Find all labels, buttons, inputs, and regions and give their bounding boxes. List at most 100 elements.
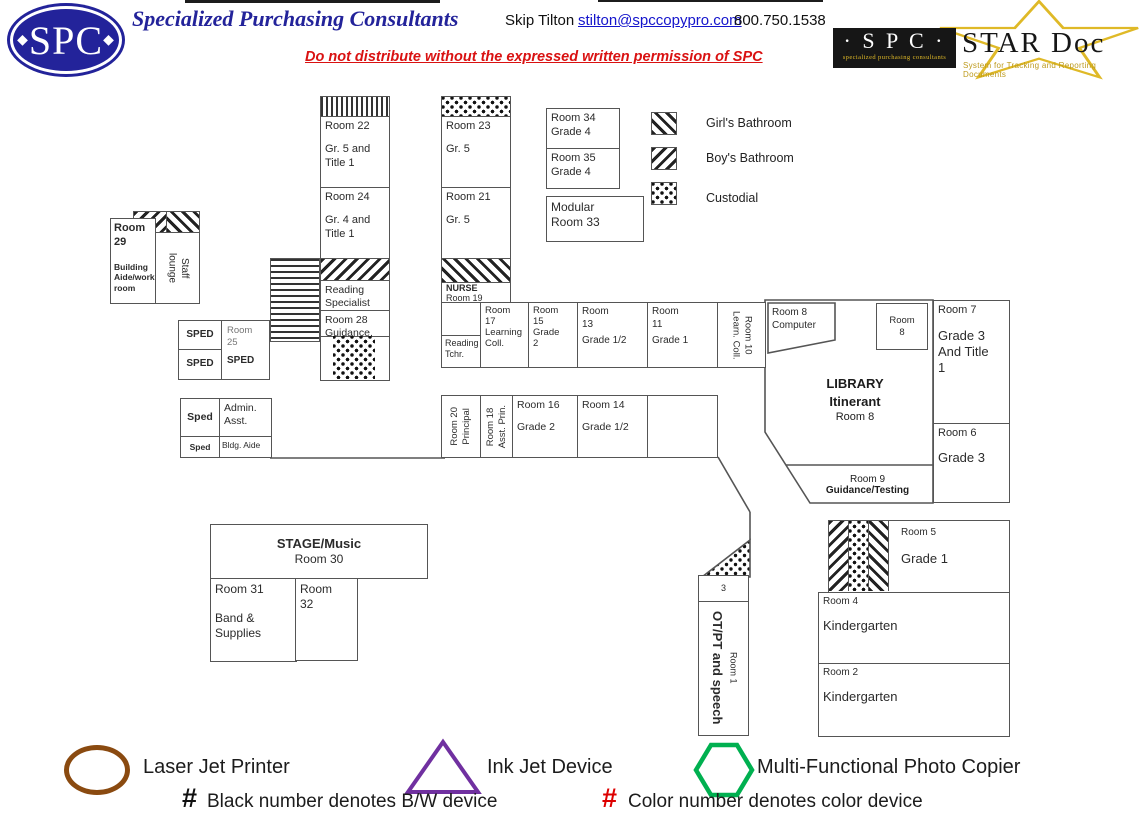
girls-bathroom-swatch [651,112,677,135]
room-15: Room 15 Grade 2 [528,302,578,368]
room-label: OT/PT and speech [710,610,725,725]
room-desc: Grade 3 [938,449,985,465]
custodial-label: Custodial [706,191,759,205]
room-desc: Room 8 [835,410,875,423]
room-desc: Grade 1/2 [582,421,629,434]
room-label: Room 23 [446,120,491,132]
room-desc: Grade 2 [517,421,555,434]
room-6: Room 6 Grade 3 [933,423,1010,503]
room-label: Room 5 [901,527,937,538]
room-label: Room 13 [582,306,609,330]
upper-cell [442,303,480,336]
room-9-guidance-testing: Room 9 Guidance/Testing [800,469,935,501]
room-31-band-supplies: Room 31 Band & Supplies [210,578,297,662]
laser-jet-ellipse-icon [64,745,130,795]
corner-label: 3 [699,576,748,602]
room-23: Room 23 Gr. 5 [441,116,511,188]
scan-artifact [598,0,823,2]
room-5-grade-1: Room 5 Grade 1 [828,520,1010,593]
girls-pattern [167,212,199,232]
boys-bathroom-swatch [651,147,677,170]
room-label: Room 22 [325,120,370,132]
room-desc: Grade 1 [901,551,948,566]
room-label: Room 20 Principal [449,407,472,446]
logo-diamond-left: ◆ [17,32,29,48]
room-13: Room 13 Grade 1/2 [577,302,648,368]
spc-star-logo-text: · S P C · [843,28,946,53]
vertical-stripe-band [320,96,390,117]
copier-label: Multi-Functional Photo Copier [757,756,1021,778]
room-desc: Gr. 5 and Title 1 [325,142,371,169]
boys-bathroom-band [320,258,390,281]
room-label: Room 10 Learn. Coll. [730,310,754,360]
room-desc: Guidance/Testing [825,485,910,496]
room-label: Staff lounge [166,252,191,284]
room-34: Room 34 Grade 4 [546,108,620,149]
color-hash-symbol: # [602,783,618,813]
room-label: Room 21 [446,191,491,203]
logo-diamond-right: ◆ [103,32,115,48]
girls-bathroom-label: Girl's Bathroom [706,116,792,130]
room-24: Room 24 Gr. 4 and Title 1 [320,187,390,259]
unlabeled-room [647,395,718,458]
room-16: Room 16 Grade 2 [512,395,578,458]
room-label: LIBRARY Itinerant [826,376,884,409]
sped-room-3: Sped [180,398,220,437]
ink-jet-triangle-icon [404,738,482,794]
nurse-room-19: NURSE Room 19 [441,282,511,303]
spc-star-logo-subtext: specialized purchasing consultants [842,54,947,61]
room-28-guidance: Room 28 Guidance. [320,310,390,339]
boys-bathroom-label: Boy's Bathroom [706,151,794,165]
contact-name: Skip Tilton [505,12,575,29]
otpt-text-wrap: OT/PT and speech Room 1 [699,602,748,733]
room-label: Room 16 [517,399,560,411]
custodial-band [441,96,511,117]
bldg-aide-room: Bldg. Aide [219,436,272,458]
spc-star-logo-box: · S P C · specialized purchasing consult… [833,28,956,68]
laser-jet-label: Laser Jet Printer [143,756,290,778]
boys-pattern [829,521,849,591]
room-label: Room 29 [114,222,146,248]
sped-room-4: Sped [180,436,220,458]
staff-lounge: Staff lounge [155,232,200,304]
room-label: Room 31 [215,582,264,596]
room-desc: Gr. 5 [446,142,470,155]
spc-logo-text: SPC [28,17,104,63]
room-29: Room 29 Building Aide/work room [110,218,156,304]
room-2-kindergarten: Room 2 Kindergarten [818,663,1010,737]
girls-pattern [869,521,889,591]
contact-email-link[interactable]: stilton@spccopypro.com [578,12,742,29]
room-desc: Kindergarten [823,617,898,633]
room-desc: Room 30 [294,552,344,567]
room-8-small: Room 8 [876,303,928,350]
scan-artifact [185,0,440,3]
room-21: Room 21 Gr. 5 [441,187,511,259]
room-label: Room 11 [652,306,679,330]
company-title: Specialized Purchasing Consultants [132,6,459,31]
star-outline-icon [939,0,1139,80]
room-desc: Room 19 [446,292,483,303]
room-20-principal: Room 20 Principal [441,395,481,458]
contact-phone: 800.750.1538 [734,12,826,29]
room-label: STAGE/Music [276,535,362,551]
stairs-block [270,258,320,342]
reading-tchr-room: Reading Tchr. [441,302,481,368]
room-label: Room 2 [823,667,859,678]
girls-bathroom-band [441,258,511,283]
room-label: Room 18 Asst. Prin. [484,404,508,449]
room-label: Room 9 [849,474,885,485]
room-label: Room 24 [325,191,370,203]
room-7: Room 7 Grade 3 And Title 1 [933,300,1010,424]
room-11: Room 11 Grade 1 [647,302,718,368]
room-label: Room 7 [938,304,977,316]
room-label: Room 14 [582,399,625,411]
ink-jet-label: Ink Jet Device [487,756,613,778]
room-desc: Grade 1 [652,335,689,346]
modular-room-33: Modular Room 33 [546,196,644,242]
room-desc: Gr. 5 [446,213,470,226]
room-4-kindergarten: Room 4 Kindergarten [818,592,1010,664]
room-25-sped: Room 25 SPED [221,320,270,380]
stage-music-room-30: STAGE/Music Room 30 [210,524,428,579]
